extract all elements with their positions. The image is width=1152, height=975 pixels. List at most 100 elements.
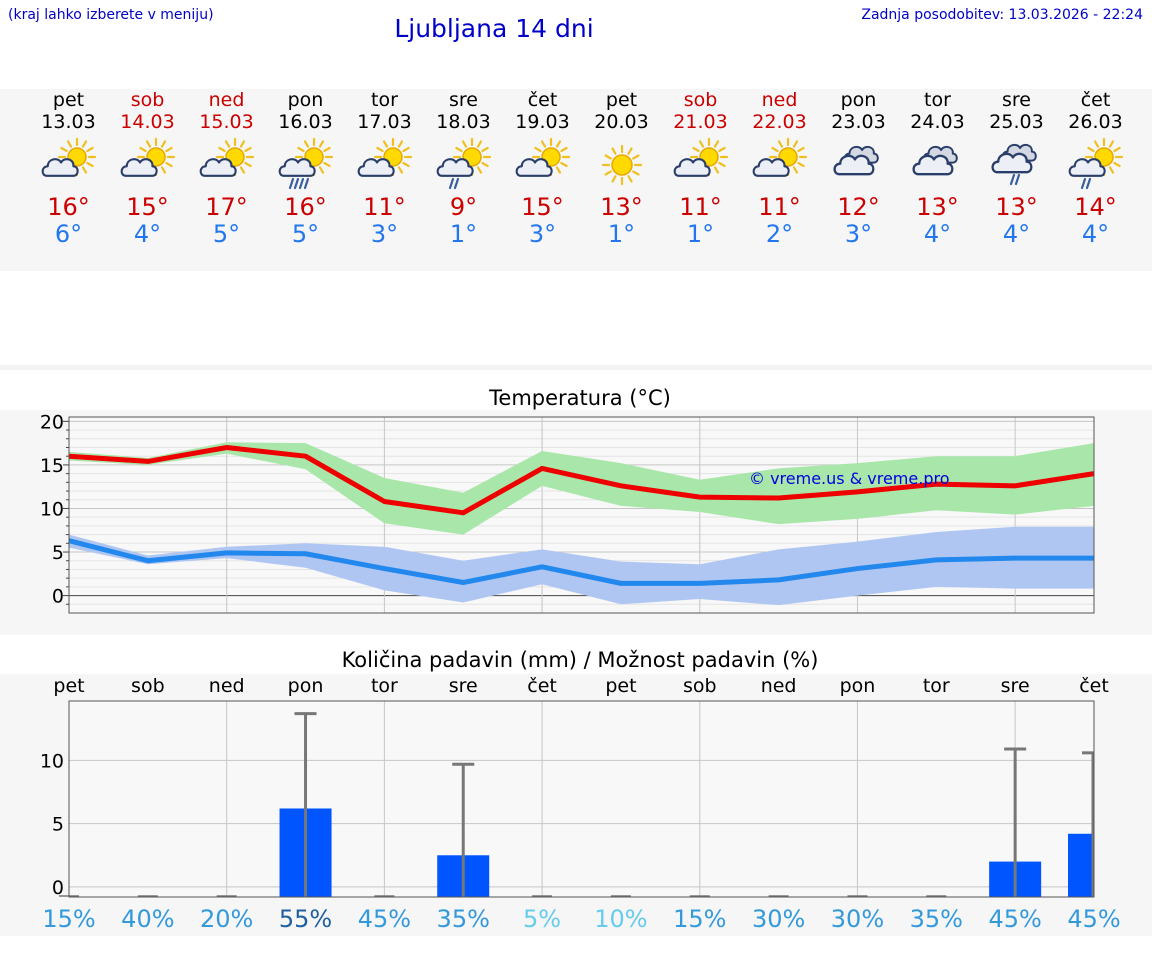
day-date: 21.03 bbox=[673, 111, 728, 133]
category-label: pon bbox=[840, 675, 876, 697]
temp-min: 6° bbox=[54, 220, 83, 248]
temp-max: 17° bbox=[205, 193, 248, 221]
precip-probability: 40% bbox=[121, 905, 174, 933]
y-tick-label: 0 bbox=[52, 877, 64, 899]
day-column: pet 13.03 16° 6° bbox=[29, 89, 108, 248]
temp-max: 9° bbox=[449, 193, 478, 221]
temp-min: 1° bbox=[449, 220, 478, 248]
day-date: 14.03 bbox=[120, 111, 175, 133]
y-tick-label: 0 bbox=[52, 586, 64, 608]
temp-max: 14° bbox=[1074, 193, 1117, 221]
partly-cloudy-icon bbox=[357, 137, 412, 177]
temp-max: 16° bbox=[284, 193, 327, 221]
temp-min: 4° bbox=[1081, 220, 1110, 248]
temp-min: 4° bbox=[1002, 220, 1031, 248]
day-column: ned 15.03 17° 5° bbox=[187, 89, 266, 248]
temp-min: 2° bbox=[765, 220, 794, 248]
day-date: 25.03 bbox=[989, 111, 1044, 133]
sun-icon bbox=[601, 144, 642, 186]
category-label: čet bbox=[527, 675, 557, 697]
day-name: pet bbox=[605, 89, 638, 111]
location-hint: (kraj lahko izberete v meniju) bbox=[8, 7, 214, 23]
day-name: pon bbox=[840, 89, 877, 111]
day-name: ned bbox=[761, 89, 798, 111]
day-date: 24.03 bbox=[910, 111, 965, 133]
temp-min: 1° bbox=[607, 220, 636, 248]
day-name: sre bbox=[449, 89, 478, 111]
y-tick-label: 10 bbox=[40, 750, 64, 772]
temp-min: 3° bbox=[370, 220, 399, 248]
day-column: tor 17.03 11° 3° bbox=[345, 89, 424, 248]
temp-min: 5° bbox=[212, 220, 241, 248]
precipitation-chart-title: Količina padavin (mm) / Možnost padavin … bbox=[341, 648, 819, 672]
category-label: pet bbox=[53, 675, 84, 697]
day-name: čet bbox=[1080, 89, 1111, 111]
day-date: 17.03 bbox=[357, 111, 412, 133]
day-column: tor 24.03 13° 4° bbox=[898, 89, 977, 248]
partly-cloudy-icon bbox=[120, 137, 175, 177]
temp-max: 13° bbox=[995, 193, 1038, 221]
temp-max: 16° bbox=[47, 193, 90, 221]
precip-probability: 30% bbox=[831, 905, 884, 933]
sun-rain-heavy-icon bbox=[278, 137, 333, 190]
max-temp-line bbox=[68, 444, 1095, 516]
section-divider bbox=[0, 365, 1152, 370]
category-label: sre bbox=[449, 675, 478, 697]
min-temp-line bbox=[68, 538, 1094, 586]
partly-cloudy-icon bbox=[673, 137, 728, 177]
precip-probability: 10% bbox=[594, 905, 647, 933]
precip-probability: 30% bbox=[752, 905, 805, 933]
temp-max: 11° bbox=[758, 193, 801, 221]
temperature-chart: 0 5 10 15 20 © vreme.us & vreme.pro bbox=[40, 411, 1095, 614]
day-date: 19.03 bbox=[515, 111, 570, 133]
day-name: pon bbox=[287, 89, 324, 111]
category-label: ned bbox=[761, 675, 797, 697]
day-column: sre 18.03 9° 1° bbox=[424, 89, 503, 248]
temp-min: 4° bbox=[923, 220, 952, 248]
day-date: 13.03 bbox=[41, 111, 96, 133]
day-name: pet bbox=[52, 89, 85, 111]
precip-probability: 15% bbox=[673, 905, 726, 933]
precip-probability: 20% bbox=[200, 905, 253, 933]
partly-cloudy-icon bbox=[515, 137, 570, 177]
precip-probability: 45% bbox=[1067, 905, 1120, 933]
partly-cloudy-icon bbox=[199, 137, 254, 177]
day-date: 26.03 bbox=[1068, 111, 1123, 133]
partly-cloudy-icon bbox=[752, 137, 807, 177]
cloud-rain-icon bbox=[990, 143, 1037, 186]
plot-border bbox=[68, 416, 1095, 614]
temp-max: 15° bbox=[521, 193, 564, 221]
precip-probability: 15% bbox=[42, 905, 95, 933]
y-tick-label: 10 bbox=[40, 498, 64, 520]
day-name: sob bbox=[130, 89, 165, 111]
day-date: 15.03 bbox=[199, 111, 254, 133]
day-name: tor bbox=[371, 89, 398, 111]
category-label: ned bbox=[209, 675, 245, 697]
precip-probability: 45% bbox=[358, 905, 411, 933]
temp-min: 4° bbox=[133, 220, 162, 248]
day-column: čet 26.03 14° 4° bbox=[1056, 89, 1135, 248]
temperature-chart-title: Temperatura (°C) bbox=[489, 386, 671, 410]
precip-probability: 5% bbox=[523, 905, 561, 933]
page-title: Ljubljana 14 dni bbox=[394, 14, 594, 43]
category-label: čet bbox=[1079, 675, 1109, 697]
forecast-band bbox=[0, 89, 1152, 271]
sun-rain-light-icon bbox=[1068, 137, 1123, 190]
temp-min: 3° bbox=[844, 220, 873, 248]
day-column: sob 14.03 15° 4° bbox=[108, 89, 187, 248]
temp-max: 11° bbox=[679, 193, 722, 221]
day-date: 18.03 bbox=[436, 111, 491, 133]
category-label: pet bbox=[605, 675, 636, 697]
category-label: sob bbox=[683, 675, 717, 697]
last-updated: Zadnja posodobitev: 13.03.2026 - 22:24 bbox=[861, 7, 1143, 23]
category-label: pon bbox=[288, 675, 324, 697]
day-column: pet 20.03 13° 1° bbox=[582, 89, 661, 248]
day-column: sre 25.03 13° 4° bbox=[977, 89, 1056, 248]
partly-cloudy-icon bbox=[41, 137, 96, 177]
precip-probability: 35% bbox=[437, 905, 490, 933]
watermark: © vreme.us & vreme.pro bbox=[749, 469, 950, 488]
precip-bar bbox=[1068, 833, 1094, 897]
cloudy-icon bbox=[832, 145, 879, 176]
day-date: 22.03 bbox=[752, 111, 807, 133]
day-date: 16.03 bbox=[278, 111, 333, 133]
